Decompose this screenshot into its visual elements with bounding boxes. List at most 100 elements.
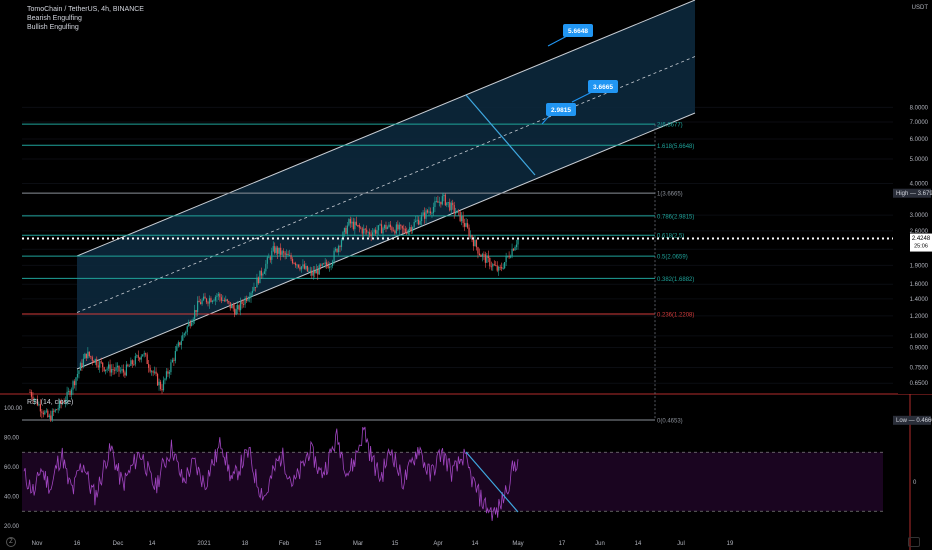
time-axis[interactable]: Nov 16 Dec 14 2021 18 Feb 15 Mar 15 Apr 14 May 17 Jun 1… bbox=[32, 541, 734, 547]
candle-body bbox=[477, 247, 479, 254]
candle-body bbox=[382, 228, 384, 234]
candle-body bbox=[222, 299, 224, 301]
candle-body bbox=[234, 308, 236, 315]
indicator-bearish-engulfing[interactable]: Bearish Engulfing bbox=[27, 15, 82, 22]
candle-body bbox=[280, 247, 282, 255]
regression-channel[interactable] bbox=[76, 0, 696, 370]
price-tick-label: 8.0000 bbox=[910, 105, 929, 111]
candle-body bbox=[440, 201, 442, 205]
fib-level-label: 0.5(2.0659) bbox=[657, 255, 688, 261]
candle-body bbox=[342, 232, 344, 241]
price-tick-label: 5.0000 bbox=[910, 157, 929, 163]
candle-body bbox=[474, 240, 476, 247]
chart-legend: TomoChain / TetherUS, 4h, BINANCE Bearis… bbox=[27, 5, 144, 32]
candle-body bbox=[127, 364, 129, 367]
time-tick-label: 14 bbox=[149, 541, 156, 547]
candle-body bbox=[91, 357, 93, 361]
candle-body bbox=[364, 228, 366, 230]
candle-body bbox=[159, 381, 162, 390]
candle-body bbox=[428, 211, 430, 213]
candle-body bbox=[452, 202, 454, 206]
candle-body bbox=[501, 267, 503, 269]
timezone-icon[interactable]: Z bbox=[6, 537, 16, 547]
candle-body bbox=[119, 370, 122, 372]
rsi-tick-label: 20.00 bbox=[4, 524, 20, 530]
candle-body bbox=[466, 223, 469, 228]
candle-body bbox=[240, 301, 242, 311]
candle-body bbox=[455, 213, 457, 214]
candle-body bbox=[113, 369, 116, 371]
price-axis[interactable]: 8.0000 7.0000 6.0000 5.0000 4.0000 3.0000 2.60… bbox=[893, 0, 932, 425]
candle-body bbox=[118, 365, 120, 372]
callout-pointer bbox=[547, 35, 568, 47]
candle-body bbox=[204, 296, 206, 299]
price-tick-label: 3.0000 bbox=[910, 213, 929, 219]
candle-body bbox=[103, 367, 105, 372]
candle-body bbox=[312, 270, 314, 276]
time-tick-label: Jul bbox=[677, 541, 685, 547]
candle-body bbox=[63, 402, 65, 404]
candle-body bbox=[173, 359, 175, 361]
candle-body bbox=[32, 396, 34, 401]
candle-body bbox=[69, 391, 71, 395]
rsi-legend[interactable]: RSI (14, close) bbox=[27, 399, 74, 406]
candle-body bbox=[349, 219, 351, 224]
candle-body bbox=[420, 214, 423, 221]
candle-body bbox=[340, 240, 343, 247]
time-tick-label: May bbox=[512, 541, 523, 547]
price-tick-label: 1.9000 bbox=[910, 263, 929, 269]
candle-body bbox=[39, 404, 41, 412]
candle-body bbox=[152, 371, 154, 373]
price-tick-label: 7.0000 bbox=[910, 120, 929, 126]
symbol-title[interactable]: TomoChain / TetherUS, 4h, BINANCE bbox=[27, 6, 144, 13]
candle-body bbox=[329, 266, 331, 268]
candle-body bbox=[197, 300, 199, 313]
price-tick-label: 0.6500 bbox=[910, 381, 929, 387]
candle-body bbox=[73, 381, 76, 386]
fibonacci-retracement[interactable]: 2(6.8677) 1.618(5.6648) 1(3.6665) 0.786(2.9… bbox=[22, 123, 694, 425]
candle-body bbox=[180, 340, 182, 345]
candle-body bbox=[351, 221, 353, 224]
channel-lower-line bbox=[76, 112, 696, 370]
callout-box bbox=[563, 24, 593, 37]
candle-body bbox=[223, 299, 225, 301]
candle-body bbox=[155, 371, 157, 374]
price-tick-label: 1.4000 bbox=[910, 297, 929, 303]
candle-body bbox=[446, 202, 448, 206]
candle-body bbox=[290, 255, 292, 260]
candle-body bbox=[229, 302, 231, 309]
time-tick-label: 14 bbox=[472, 541, 479, 547]
drawings-overlay[interactable]: 5.6648 3.6665 2.9815 bbox=[22, 24, 893, 240]
candle-body bbox=[51, 410, 53, 421]
candle-body bbox=[337, 246, 340, 253]
time-tick-label: Dec bbox=[113, 541, 124, 547]
candle-body bbox=[109, 364, 111, 373]
indicator-bullish-engulfing[interactable]: Bullish Engulfing bbox=[27, 24, 79, 31]
fib-level-label: 0.618(2.5) bbox=[657, 234, 684, 240]
high-label-bg bbox=[893, 188, 931, 198]
candle-body bbox=[247, 298, 249, 301]
rsi-tick-label: 100.00 bbox=[4, 406, 23, 412]
candle-body bbox=[226, 299, 228, 302]
candle-body bbox=[271, 250, 273, 260]
candle-body bbox=[156, 373, 159, 386]
candle-body bbox=[53, 410, 55, 412]
candle-body bbox=[115, 367, 117, 371]
candle-body bbox=[487, 255, 489, 259]
candle-body bbox=[33, 399, 36, 401]
time-tick-label: 17 bbox=[559, 541, 566, 547]
time-tick-label: Nov bbox=[32, 541, 43, 547]
candle-body bbox=[294, 263, 297, 266]
candle-body bbox=[320, 264, 322, 266]
candle-body bbox=[388, 224, 390, 228]
candle-body bbox=[183, 333, 185, 336]
candle-body bbox=[128, 365, 130, 367]
candle-body bbox=[308, 270, 310, 272]
candle-body bbox=[462, 216, 464, 224]
candle-body bbox=[99, 361, 101, 368]
candle-body bbox=[435, 201, 438, 202]
candle-body bbox=[253, 287, 255, 291]
candle-body bbox=[412, 227, 414, 231]
candle-body bbox=[367, 232, 369, 234]
